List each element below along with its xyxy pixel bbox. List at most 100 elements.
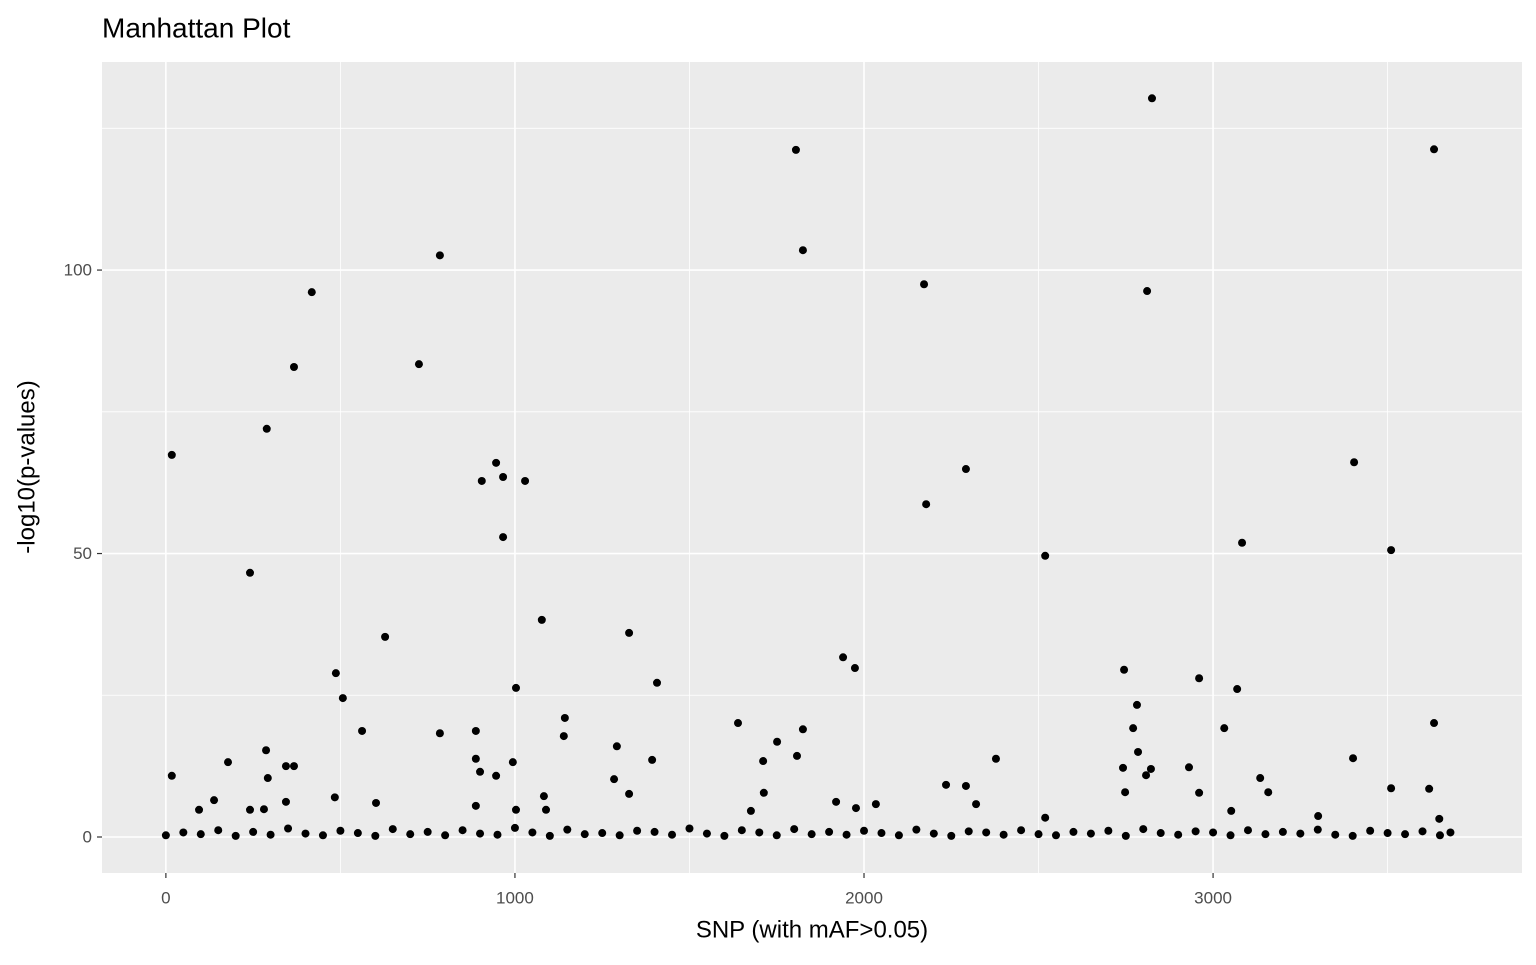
point bbox=[1261, 830, 1270, 839]
point bbox=[759, 788, 768, 797]
point bbox=[922, 500, 931, 509]
point bbox=[246, 568, 255, 577]
point bbox=[877, 829, 886, 838]
point bbox=[471, 801, 480, 810]
point bbox=[1350, 458, 1359, 467]
point bbox=[1349, 754, 1358, 763]
point bbox=[167, 771, 176, 780]
point bbox=[1220, 724, 1229, 733]
x-axis-label: SNP (with mAF>0.05) bbox=[696, 916, 928, 943]
point bbox=[610, 775, 619, 784]
point bbox=[1226, 831, 1235, 840]
point bbox=[1041, 551, 1050, 560]
point bbox=[633, 826, 642, 835]
point bbox=[1401, 830, 1410, 839]
y-tick-label: 100 bbox=[64, 261, 92, 280]
point bbox=[358, 726, 367, 735]
y-tick-label: 0 bbox=[83, 827, 92, 846]
point bbox=[1119, 763, 1128, 772]
point bbox=[773, 737, 782, 746]
point bbox=[1143, 287, 1152, 296]
point bbox=[755, 828, 764, 837]
point bbox=[537, 615, 546, 624]
point bbox=[792, 751, 801, 760]
point bbox=[807, 830, 816, 839]
point bbox=[511, 683, 520, 692]
point bbox=[625, 628, 634, 637]
point bbox=[842, 830, 851, 839]
point bbox=[289, 363, 298, 372]
point bbox=[999, 830, 1008, 839]
point bbox=[266, 830, 275, 839]
point bbox=[702, 829, 711, 838]
point bbox=[1134, 747, 1143, 756]
point bbox=[414, 360, 423, 369]
point bbox=[560, 713, 569, 722]
point bbox=[353, 829, 362, 838]
point bbox=[318, 831, 327, 840]
point bbox=[1191, 827, 1200, 836]
point bbox=[746, 806, 755, 815]
point bbox=[733, 719, 742, 728]
point bbox=[493, 830, 502, 839]
point bbox=[1348, 831, 1357, 840]
point bbox=[1069, 827, 1078, 836]
point bbox=[1174, 830, 1183, 839]
point bbox=[476, 829, 485, 838]
point bbox=[961, 465, 970, 474]
point bbox=[1086, 829, 1095, 838]
point bbox=[1017, 826, 1026, 835]
point bbox=[499, 533, 508, 542]
point bbox=[798, 725, 807, 734]
point bbox=[1238, 538, 1247, 547]
point bbox=[1435, 831, 1444, 840]
point bbox=[284, 824, 293, 833]
point bbox=[381, 632, 390, 641]
point bbox=[511, 805, 520, 814]
point bbox=[423, 827, 432, 836]
point bbox=[964, 827, 973, 836]
point bbox=[825, 827, 834, 836]
point bbox=[1296, 829, 1305, 838]
point bbox=[499, 472, 508, 481]
point bbox=[406, 830, 415, 839]
point bbox=[851, 804, 860, 813]
point bbox=[1139, 825, 1148, 834]
point bbox=[262, 746, 271, 755]
point bbox=[263, 774, 272, 783]
point bbox=[477, 476, 486, 485]
point bbox=[167, 450, 176, 459]
point bbox=[545, 831, 554, 840]
point bbox=[301, 829, 310, 838]
y-tick-label: 50 bbox=[73, 544, 92, 563]
point bbox=[961, 781, 970, 790]
point bbox=[772, 831, 781, 840]
point bbox=[648, 755, 657, 764]
point bbox=[737, 826, 746, 835]
point bbox=[249, 827, 258, 836]
point bbox=[685, 824, 694, 833]
points bbox=[161, 94, 1455, 840]
point bbox=[580, 830, 589, 839]
point bbox=[246, 805, 255, 814]
point bbox=[510, 823, 519, 832]
point bbox=[542, 805, 551, 814]
point bbox=[214, 826, 223, 835]
point bbox=[1387, 546, 1396, 555]
point bbox=[1418, 827, 1427, 836]
point bbox=[942, 780, 951, 789]
point bbox=[1156, 829, 1165, 838]
point bbox=[1446, 828, 1455, 837]
point bbox=[991, 754, 1000, 763]
point bbox=[476, 767, 485, 776]
point bbox=[650, 827, 659, 836]
point bbox=[1383, 829, 1392, 838]
point bbox=[231, 831, 240, 840]
point bbox=[1430, 145, 1439, 154]
point bbox=[920, 280, 929, 289]
point bbox=[307, 288, 316, 297]
point bbox=[336, 826, 345, 835]
point bbox=[471, 726, 480, 735]
point bbox=[1227, 806, 1236, 815]
